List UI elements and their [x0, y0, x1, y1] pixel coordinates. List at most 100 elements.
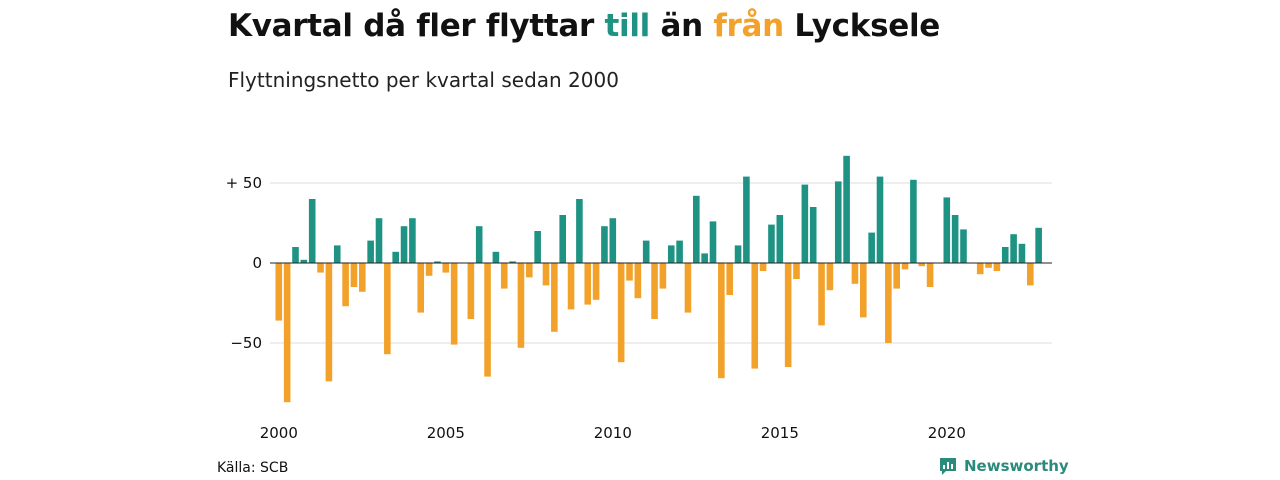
bar-2011-q4	[667, 245, 675, 263]
bar-2013-q1	[709, 221, 717, 263]
bars	[270, 155, 1052, 403]
brand-logo: Newsworthy	[938, 456, 1069, 476]
bar-2007-q2	[517, 263, 525, 348]
bar-2003-q2	[384, 263, 391, 355]
bar-2019-q1	[910, 179, 917, 263]
x-tick-label: 2005	[427, 424, 465, 442]
bar-2012-q3	[693, 195, 700, 263]
title-part-1: Kvartal då fler flyttar	[228, 8, 605, 44]
brand-name: Newsworthy	[964, 457, 1069, 475]
bar-2014-q4	[768, 224, 775, 263]
bar-2009-q1	[576, 199, 583, 263]
y-axis-ticks: + 50 0 −50	[226, 174, 262, 352]
bar-2022-q2	[1018, 243, 1026, 263]
newsworthy-logo-icon	[940, 458, 956, 475]
bar-2008-q3	[559, 215, 566, 263]
bar-2000-q4	[300, 259, 308, 263]
bar-2008-q1	[542, 263, 550, 286]
bar-2014-q2	[751, 263, 759, 369]
bar-2022-q1	[1010, 234, 1017, 263]
bar-2013-q3	[726, 263, 733, 295]
bar-2010-q3	[626, 263, 633, 281]
bar-2002-q1	[342, 263, 349, 307]
bar-2006-q3	[492, 251, 500, 263]
bar-2010-q1	[609, 218, 617, 263]
bar-2019-q3	[926, 263, 934, 287]
bar-2013-q2	[718, 263, 725, 379]
bar-2008-q4	[567, 263, 575, 310]
chart-title: Kvartal då fler flyttar till än från Lyc…	[228, 8, 940, 44]
bar-2022-q3	[1027, 263, 1034, 286]
bar-2003-q4	[400, 226, 408, 263]
bar-2015-q2	[784, 263, 792, 367]
bar-2018-q2	[885, 263, 892, 343]
bar-2022-q4	[1035, 227, 1042, 263]
title-part-3: Lycksele	[783, 8, 941, 44]
x-tick-label: 2015	[761, 424, 799, 442]
bar-2021-q1	[976, 263, 984, 275]
bar-2000-q3	[292, 247, 299, 263]
bar-2004-q2	[417, 263, 425, 313]
bar-2012-q2	[684, 263, 692, 313]
bar-2007-q4	[534, 231, 541, 263]
source-note: Källa: SCB	[217, 460, 289, 476]
x-tick-label: 2000	[260, 424, 298, 442]
bar-2021-q4	[1001, 247, 1009, 263]
x-axis-ticks: 2000 2005 2010 2015 2020	[260, 424, 966, 442]
bar-2009-q2	[584, 263, 592, 305]
bar-2007-q1	[509, 261, 516, 263]
bar-2002-q4	[367, 240, 374, 263]
bar-2014-q3	[759, 263, 767, 271]
bar-2017-q4	[868, 232, 875, 263]
title-highlight-till: till	[604, 8, 650, 44]
bar-2007-q3	[526, 263, 533, 278]
bar-2001-q4	[333, 245, 341, 263]
bar-2016-q4	[834, 181, 842, 263]
bar-2015-q3	[793, 263, 800, 279]
bar-2004-q3	[425, 263, 433, 276]
bar-2004-q1	[409, 218, 416, 263]
bar-2014-q1	[743, 176, 750, 263]
bar-2002-q3	[359, 263, 366, 292]
bar-2021-q2	[985, 263, 992, 268]
bar-2020-q1	[943, 197, 951, 263]
bar-2005-q4	[467, 263, 475, 319]
bar-2006-q2	[484, 263, 491, 377]
bar-2018-q1	[876, 176, 884, 263]
bar-2009-q4	[601, 226, 608, 263]
bar-2006-q4	[500, 263, 508, 289]
x-tick-label: 2020	[928, 424, 966, 442]
bar-2005-q2	[450, 263, 458, 345]
bar-2002-q2	[350, 263, 358, 287]
bar-2001-q1	[308, 199, 316, 263]
bar-2015-q1	[776, 215, 784, 263]
bar-2000-q2	[283, 263, 291, 403]
title-part-2: än	[649, 8, 714, 44]
bar-2012-q4	[701, 253, 708, 263]
bar-2013-q4	[734, 245, 742, 263]
bar-2016-q1	[809, 207, 817, 263]
bar-2017-q3	[860, 263, 867, 318]
bar-2008-q2	[551, 263, 558, 332]
y-tick-label: + 50	[226, 174, 262, 192]
bar-2016-q2	[818, 263, 825, 326]
bar-2003-q3	[392, 251, 399, 263]
bar-2018-q3	[893, 263, 900, 289]
bar-2009-q3	[592, 263, 600, 300]
bar-2011-q1	[642, 240, 650, 263]
bar-2020-q3	[960, 229, 967, 263]
bar-2000-q1	[275, 263, 283, 321]
bar-2016-q3	[826, 263, 834, 291]
bar-2005-q1	[442, 263, 450, 273]
bar-2019-q2	[918, 263, 926, 267]
bar-2001-q3	[325, 263, 333, 382]
bar-2018-q4	[901, 263, 909, 270]
title-highlight-fran: från	[713, 8, 784, 44]
bar-2011-q3	[659, 263, 667, 289]
bar-2001-q2	[317, 263, 324, 273]
bar-2017-q2	[851, 263, 859, 284]
bar-2010-q4	[634, 263, 642, 299]
bar-2012-q1	[676, 240, 683, 263]
bar-2011-q2	[651, 263, 658, 319]
